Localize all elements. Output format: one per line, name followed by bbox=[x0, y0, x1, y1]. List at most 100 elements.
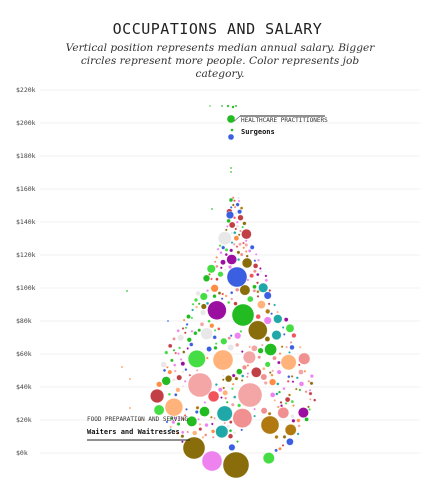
occupation-bubble bbox=[244, 243, 249, 247]
occupation-bubble bbox=[213, 416, 216, 420]
occupation-bubble bbox=[230, 291, 234, 295]
occupation-bubble bbox=[207, 390, 220, 403]
occupation-bubble bbox=[244, 250, 248, 253]
occupation-bubble bbox=[286, 438, 294, 446]
occupation-bubble bbox=[270, 312, 274, 316]
occupation-bubble bbox=[203, 401, 207, 404]
occupation-bubble bbox=[277, 360, 281, 365]
occupation-bubble bbox=[205, 301, 210, 306]
occupation-bubble bbox=[187, 350, 206, 368]
occupation-bubble bbox=[210, 277, 213, 281]
occupation-bubble bbox=[221, 245, 226, 250]
occupation-bubble bbox=[287, 375, 291, 379]
y-tick-label: $20k bbox=[16, 416, 32, 424]
occupation-bubble bbox=[278, 390, 281, 394]
occupation-bubble bbox=[233, 301, 238, 306]
occupation-bubble bbox=[217, 271, 224, 278]
occupation-bubble bbox=[172, 348, 176, 352]
occupation-bubble bbox=[274, 434, 279, 440]
occupation-bubble bbox=[211, 429, 216, 434]
occupation-bubble bbox=[182, 350, 186, 354]
occupation-bubble bbox=[232, 408, 253, 428]
occupation-bubble bbox=[164, 350, 169, 355]
occupation-bubble bbox=[274, 448, 278, 453]
occupation-bubble bbox=[230, 402, 235, 407]
occupation-bubble bbox=[187, 372, 213, 398]
occupation-bubble bbox=[234, 227, 238, 231]
occupation-bubble bbox=[262, 452, 275, 464]
occupation-bubble bbox=[278, 446, 282, 451]
occupation-bubble bbox=[264, 361, 271, 368]
occupation-bubble bbox=[279, 400, 283, 404]
occupation-bubble bbox=[283, 317, 289, 322]
occupation-bubble bbox=[296, 432, 300, 436]
occupation-bubble bbox=[181, 370, 185, 374]
occupation-bubble bbox=[220, 104, 224, 108]
occupation-bubble bbox=[214, 342, 218, 345]
occupation-bubble bbox=[230, 241, 234, 244]
occupation-bubble bbox=[278, 352, 282, 356]
occupation-bubble bbox=[269, 378, 277, 386]
occupation-bubble bbox=[288, 351, 291, 354]
occupation-bubble bbox=[233, 205, 237, 209]
occupation-bubble bbox=[267, 411, 272, 416]
occupation-bubble bbox=[236, 250, 241, 255]
occupation-bubble bbox=[233, 395, 237, 399]
occupation-bubble bbox=[226, 104, 230, 108]
occupation-bubble bbox=[235, 287, 240, 292]
occupation-bubble bbox=[172, 337, 176, 341]
occupation-bubble bbox=[224, 228, 228, 232]
occupation-bubble bbox=[128, 406, 132, 410]
occupation-bubble bbox=[213, 329, 217, 332]
occupation-bubble bbox=[276, 382, 280, 386]
occupation-bubble bbox=[257, 355, 262, 360]
occupation-bubble bbox=[195, 305, 199, 309]
occupation-bubble bbox=[215, 256, 218, 259]
occupation-bubble bbox=[183, 331, 187, 335]
y-tick-label: $160k bbox=[16, 185, 36, 193]
occupation-bubble bbox=[206, 264, 216, 274]
occupation-bubble bbox=[167, 369, 173, 375]
occupation-bubble bbox=[262, 367, 266, 371]
occupation-bubble bbox=[198, 422, 202, 426]
occupation-bubble bbox=[237, 214, 244, 221]
occupation-bubble bbox=[230, 387, 234, 391]
occupation-bubble bbox=[222, 386, 226, 390]
occupation-bubble bbox=[265, 308, 271, 314]
occupation-bubble bbox=[237, 196, 240, 200]
occupation-bubble bbox=[173, 416, 178, 420]
occupation-bubble bbox=[239, 252, 244, 257]
occupation-bubble bbox=[236, 368, 243, 375]
occupation-bubble bbox=[210, 422, 214, 426]
occupation-bubble bbox=[264, 278, 269, 282]
occupation-bubble bbox=[227, 344, 235, 351]
y-tick-label: $220k bbox=[16, 86, 36, 94]
occupation-bubble bbox=[222, 389, 229, 396]
occupation-bubble bbox=[230, 231, 234, 235]
occupation-bubble bbox=[292, 404, 295, 407]
occupation-bubble bbox=[169, 416, 174, 421]
occupation-bubble bbox=[221, 374, 225, 378]
occupation-bubble bbox=[282, 435, 287, 439]
occupation-bubble bbox=[177, 416, 181, 420]
occupation-bubble bbox=[200, 309, 206, 316]
occupation-bubble bbox=[190, 316, 194, 320]
occupation-bubble bbox=[185, 408, 188, 411]
occupation-bubble bbox=[241, 374, 245, 378]
y-tick-label: $180k bbox=[16, 152, 36, 160]
occupation-bubble bbox=[304, 390, 308, 394]
occupation-bubble bbox=[298, 369, 304, 375]
occupation-bubble bbox=[298, 388, 302, 392]
y-tick-label: $0k bbox=[16, 449, 28, 457]
occupation-bubble bbox=[289, 344, 295, 350]
occupation-bubble bbox=[237, 382, 263, 408]
occupation-bubble bbox=[240, 350, 244, 353]
occupation-bubble bbox=[166, 365, 169, 369]
occupation-bubble bbox=[284, 402, 288, 405]
annotation-category: HEALTHCARE PRACTITIONERS bbox=[241, 117, 328, 124]
occupation-bubble bbox=[195, 369, 199, 372]
occupation-bubble bbox=[194, 410, 199, 414]
occupation-bubble bbox=[206, 289, 210, 293]
occupation-bubble bbox=[234, 376, 239, 381]
